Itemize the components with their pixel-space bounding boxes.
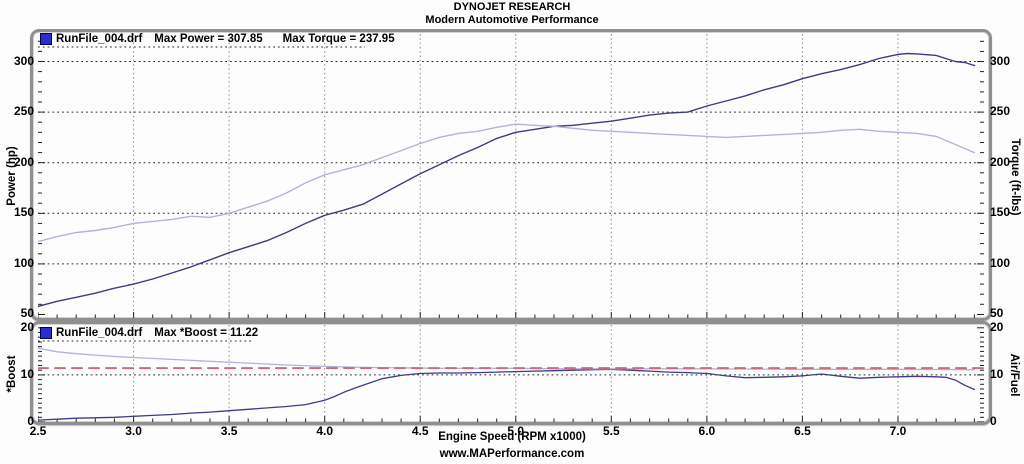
- website-footer: www.MAPerformance.com: [439, 448, 585, 460]
- y-tick-label: 300: [990, 53, 1011, 68]
- runfile-swatch-icon: [40, 33, 52, 45]
- x-tick-label: 6.5: [794, 424, 811, 438]
- boost-airfuel-chart-frame: [30, 321, 992, 425]
- y-tick-label: 300: [13, 53, 34, 68]
- x-tick-label: 3.5: [220, 424, 238, 438]
- x-tick-label: 7.0: [889, 424, 907, 438]
- x-tick-label: 3.0: [125, 424, 142, 438]
- x-tick-label: 5.0: [507, 424, 525, 438]
- report-title: DYNOJET RESEARCH: [453, 1, 571, 13]
- y-tick-label: 250: [13, 104, 34, 119]
- power-torque-legend: RunFile_004.drf Max Power = 307.85 Max T…: [40, 33, 395, 45]
- y-tick-label: 20: [990, 319, 1004, 334]
- x-tick-label: 5.5: [602, 424, 620, 438]
- boost-legend: RunFile_004.drf Max *Boost = 11.22: [40, 327, 258, 339]
- y-tick-label: 200: [13, 154, 34, 169]
- y-tick-label: 100: [13, 255, 34, 270]
- max-power-readout: Max Power = 307.85: [154, 33, 263, 45]
- runfile-name: RunFile_004.drf: [56, 327, 143, 339]
- y-tick-label: 200: [990, 154, 1011, 169]
- y-tick-label: 100: [990, 255, 1011, 270]
- y-tick-label: 10: [990, 366, 1004, 381]
- torque-axis-label: Torque (ft-lbs): [1009, 138, 1021, 216]
- report-subtitle: Modern Automotive Performance: [425, 14, 599, 26]
- x-tick-label: 4.5: [411, 424, 429, 438]
- y-tick-label: 10: [20, 366, 34, 381]
- y-tick-label: 250: [990, 104, 1011, 119]
- boost-airfuel-plot: [38, 325, 984, 422]
- y-tick-label: 20: [20, 319, 34, 334]
- y-tick-label: 150: [13, 205, 34, 220]
- y-tick-label: 0: [27, 414, 34, 428]
- power-torque-plot: [38, 34, 984, 318]
- y-tick-label: 50: [20, 306, 34, 321]
- runfile-swatch-icon: [40, 327, 52, 339]
- max-torque-readout: Max Torque = 237.95: [282, 33, 395, 45]
- x-tick-label: 4.0: [316, 424, 333, 438]
- y-tick-label: 50: [990, 306, 1004, 321]
- power-torque-chart-frame: [30, 29, 992, 321]
- x-tick-label: 2.5: [29, 424, 47, 438]
- engine-speed-axis-label: Engine Speed (RPM x1000): [438, 431, 586, 443]
- max-boost-readout: Max *Boost = 11.22: [154, 327, 259, 339]
- y-tick-label: 150: [990, 205, 1011, 220]
- y-tick-label: 0: [990, 414, 997, 428]
- runfile-name: RunFile_004.drf: [56, 33, 143, 45]
- x-tick-label: 6.0: [698, 424, 716, 438]
